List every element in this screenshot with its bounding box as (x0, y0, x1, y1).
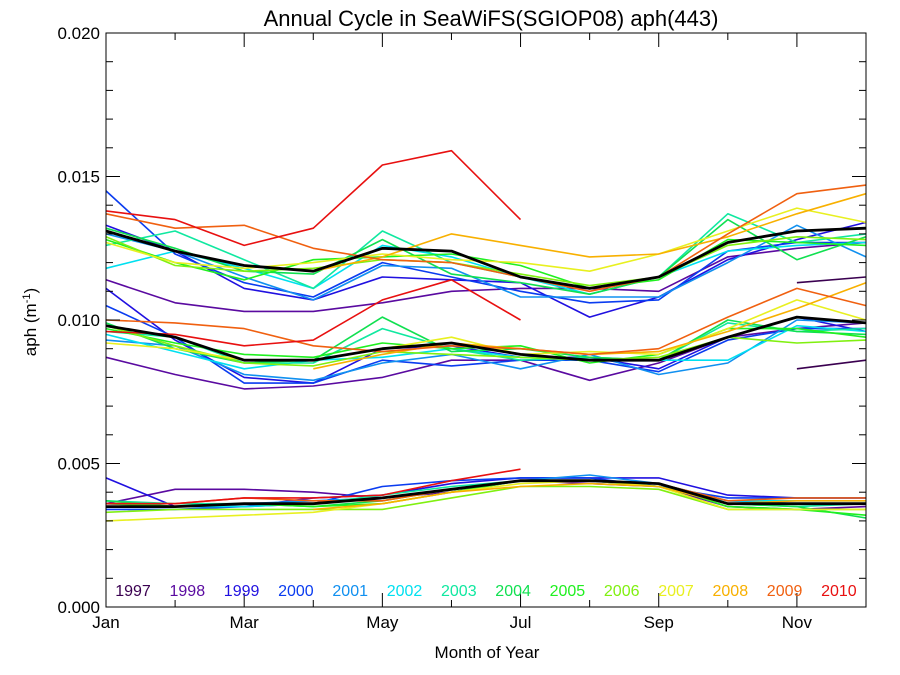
legend-item-2006: 2006 (604, 583, 640, 600)
legend-item-2003: 2003 (441, 583, 477, 600)
legend-item-1999: 1999 (224, 583, 260, 600)
legend-item-2009: 2009 (767, 583, 803, 600)
series-1997-upper-line (796, 276, 867, 284)
series-2009-middle-line (105, 287, 867, 356)
x-axis-label: Month of Year (435, 643, 540, 662)
legend: 1997 1998 1999 2000 2001 2002 2003 2004 2005 2006… (115, 583, 857, 600)
x-tick-label: Mar (230, 613, 260, 632)
series-2003-upper-line (105, 213, 867, 290)
series-2000-upper-line (105, 190, 866, 304)
series-1997-middle-line (796, 359, 867, 370)
series-2009-upper-line (105, 184, 867, 293)
y-tick-label: 0.005 (57, 455, 100, 474)
series-2007-lower-line (105, 479, 866, 522)
y-tick-label: 0.010 (57, 311, 100, 330)
x-tick-label: Jul (510, 613, 532, 632)
plot-frame (105, 32, 867, 608)
series-2001-middle-line (105, 319, 867, 382)
series-2001-upper-line (105, 224, 867, 301)
legend-item-2002: 2002 (387, 583, 423, 600)
y-tick-label: 0.000 (57, 598, 100, 617)
plot-area (105, 149, 867, 522)
x-tick-label: Jan (92, 613, 119, 632)
series-2008-lower-line (313, 482, 866, 511)
series-2006-upper-line (105, 236, 867, 287)
series-2000-middle-line (105, 304, 866, 384)
chart-title: Annual Cycle in SeaWiFS(SGIOP08) aph(443… (264, 6, 719, 31)
legend-item-2007: 2007 (658, 583, 694, 600)
series-2002-upper-line (105, 241, 867, 296)
y-axis-label: aph (m-1) (21, 288, 40, 356)
legend-item-2010: 2010 (821, 583, 857, 600)
series-2010-lower-line (106, 468, 521, 505)
legend-item-1998: 1998 (170, 583, 206, 600)
series-2010-upper-line (105, 149, 522, 247)
mean-upper-line (105, 226, 867, 290)
legend-item-2005: 2005 (550, 583, 586, 600)
series-1998-middle-line (105, 322, 867, 390)
legend-item-2001: 2001 (332, 583, 368, 600)
series-1998-upper-line (105, 241, 867, 313)
series-2010-middle-line (105, 278, 521, 347)
y-tick-label: 0.015 (57, 168, 100, 187)
axes: 0.000 0.005 0.010 0.015 0.020 Jan Mar May Jul Sep… (57, 24, 867, 632)
series-2006-middle-line (105, 324, 867, 367)
y-axis-label-superscript: -1 (21, 293, 33, 303)
y-tick-label: 0.020 (57, 24, 100, 43)
legend-item-2004: 2004 (495, 583, 531, 600)
mean-lower-line (106, 479, 866, 509)
legend-item-2008: 2008 (713, 583, 749, 600)
x-tick-label: Sep (644, 613, 674, 632)
x-tick-label: May (366, 613, 399, 632)
x-tick-label: Nov (782, 613, 813, 632)
series-2002-middle-line (105, 324, 867, 370)
legend-item-2000: 2000 (278, 583, 314, 600)
mean-middle-line (105, 315, 867, 362)
legend-item-1997: 1997 (115, 583, 151, 600)
